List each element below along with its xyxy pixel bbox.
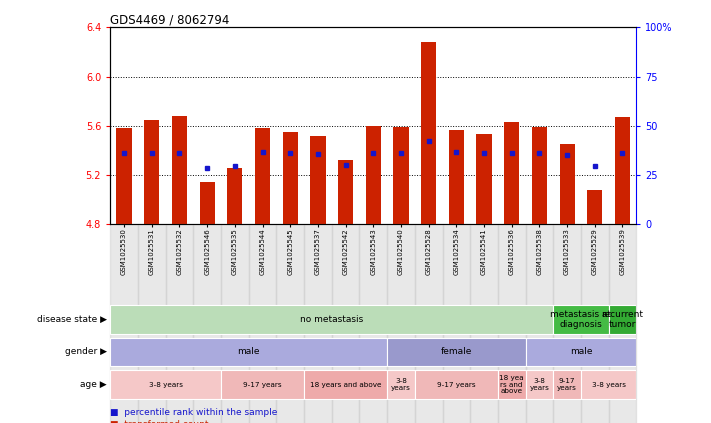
- Text: recurrent
tumor: recurrent tumor: [602, 310, 643, 329]
- Bar: [581, 370, 636, 399]
- Bar: [282, 132, 298, 224]
- Bar: [615, 117, 630, 224]
- Bar: [498, 370, 525, 399]
- Text: ■  transformed count: ■ transformed count: [110, 420, 209, 423]
- Bar: [221, 224, 249, 423]
- Bar: [421, 42, 437, 224]
- Bar: [117, 128, 132, 224]
- Bar: [449, 129, 464, 224]
- Bar: [360, 224, 387, 423]
- Bar: [581, 224, 609, 423]
- Bar: [110, 224, 138, 423]
- Bar: [553, 305, 609, 334]
- Text: 9-17 years: 9-17 years: [437, 382, 476, 387]
- Bar: [304, 224, 332, 423]
- Bar: [476, 135, 492, 224]
- Text: 9-17
years: 9-17 years: [557, 378, 577, 391]
- Text: metastasis at
diagnosis: metastasis at diagnosis: [550, 310, 611, 329]
- Bar: [525, 370, 553, 399]
- Text: gender ▶: gender ▶: [65, 347, 107, 357]
- Text: disease state ▶: disease state ▶: [37, 315, 107, 324]
- Bar: [221, 370, 304, 399]
- Text: male: male: [237, 347, 260, 357]
- Bar: [387, 338, 525, 366]
- Bar: [504, 122, 519, 224]
- Text: ■  percentile rank within the sample: ■ percentile rank within the sample: [110, 408, 277, 417]
- Bar: [387, 370, 415, 399]
- Bar: [138, 224, 166, 423]
- Bar: [200, 182, 215, 224]
- Text: 3-8
years: 3-8 years: [391, 378, 411, 391]
- Bar: [304, 370, 387, 399]
- Bar: [498, 224, 525, 423]
- Bar: [553, 224, 581, 423]
- Bar: [525, 224, 553, 423]
- Text: 3-8 years: 3-8 years: [592, 382, 626, 387]
- Text: 18 years and above: 18 years and above: [310, 382, 381, 387]
- Bar: [553, 370, 581, 399]
- Text: 9-17 years: 9-17 years: [243, 382, 282, 387]
- Bar: [338, 160, 353, 224]
- Bar: [172, 116, 187, 224]
- Bar: [470, 224, 498, 423]
- Bar: [110, 370, 221, 399]
- Bar: [560, 144, 574, 224]
- Text: 18 yea
rs and
above: 18 yea rs and above: [499, 375, 524, 394]
- Bar: [365, 126, 381, 224]
- Bar: [415, 224, 442, 423]
- Text: male: male: [570, 347, 592, 357]
- Bar: [110, 305, 553, 334]
- Bar: [228, 168, 242, 224]
- Bar: [387, 224, 415, 423]
- Bar: [166, 224, 193, 423]
- Bar: [332, 224, 360, 423]
- Bar: [609, 305, 636, 334]
- Bar: [587, 190, 602, 224]
- Text: no metastasis: no metastasis: [300, 315, 363, 324]
- Text: 3-8
years: 3-8 years: [530, 378, 550, 391]
- Text: GDS4469 / 8062794: GDS4469 / 8062794: [110, 14, 230, 26]
- Bar: [144, 120, 159, 224]
- Text: age ▶: age ▶: [80, 380, 107, 389]
- Bar: [393, 127, 409, 224]
- Bar: [277, 224, 304, 423]
- Bar: [609, 224, 636, 423]
- Text: female: female: [441, 347, 472, 357]
- Bar: [193, 224, 221, 423]
- Bar: [110, 338, 387, 366]
- Bar: [249, 224, 277, 423]
- Bar: [255, 128, 270, 224]
- Bar: [310, 136, 326, 224]
- Bar: [442, 224, 470, 423]
- Text: 3-8 years: 3-8 years: [149, 382, 183, 387]
- Bar: [525, 338, 636, 366]
- Bar: [415, 370, 498, 399]
- Bar: [532, 127, 547, 224]
